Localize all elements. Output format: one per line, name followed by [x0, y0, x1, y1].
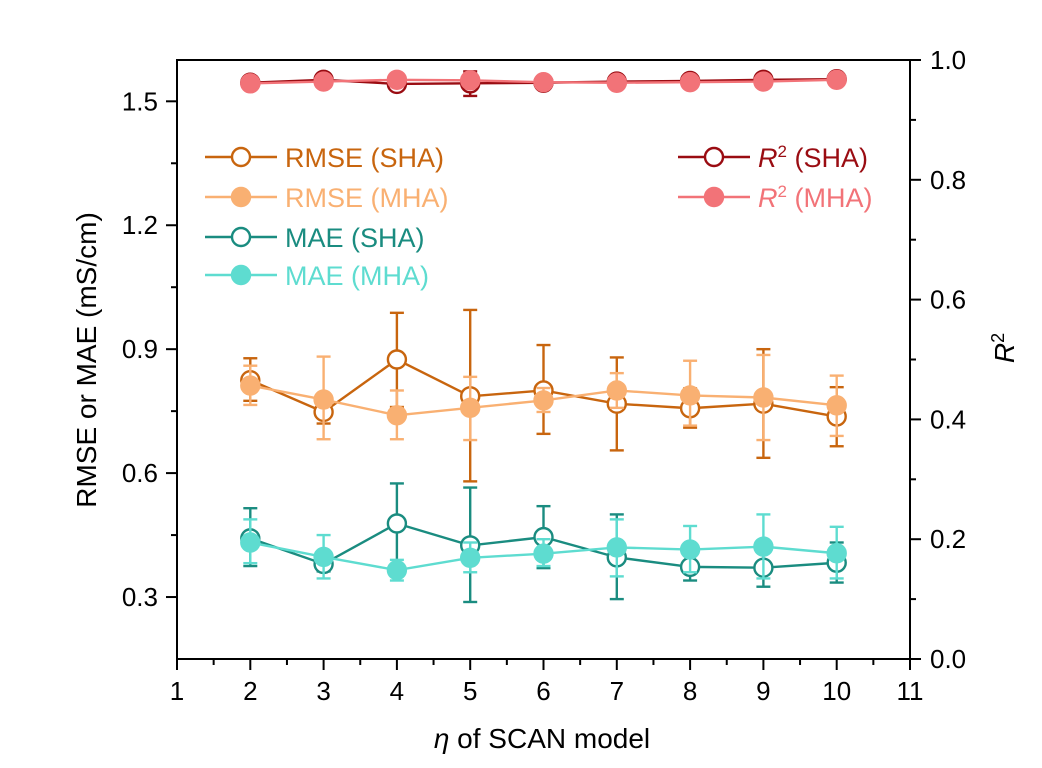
data-point	[313, 389, 334, 410]
legend-label: MAE (MHA)	[285, 261, 429, 291]
y-left-tick-label: 0.6	[122, 458, 158, 488]
legend-label-sup: 2	[778, 182, 787, 201]
legend-label-r: R	[758, 143, 778, 173]
legend-item: RMSE (MHA)	[205, 183, 449, 213]
legend-label-text: (SHA)	[787, 143, 868, 173]
legend-label-r: R	[758, 183, 778, 213]
data-point	[533, 71, 554, 93]
legend: RMSE (SHA)RMSE (MHA)MAE (SHA)MAE (MHA)R2…	[205, 142, 872, 291]
legend-item: R2 (SHA)	[678, 142, 868, 173]
data-point	[533, 390, 554, 411]
data-point	[826, 395, 847, 416]
legend-marker	[230, 146, 252, 168]
y-right-tick-label: 0.0	[930, 644, 966, 674]
data-point	[826, 69, 847, 90]
legend-label: RMSE (SHA)	[285, 143, 444, 173]
legend-marker	[703, 186, 725, 208]
data-point	[679, 539, 701, 560]
data-point	[460, 547, 481, 568]
x-tick-label: 6	[536, 676, 550, 706]
legend-item: RMSE (SHA)	[205, 143, 444, 173]
data-point	[753, 71, 774, 92]
data-point	[753, 387, 774, 408]
x-tick-label: 8	[683, 676, 697, 706]
y-left-tick-label: 0.9	[122, 334, 158, 364]
x-tick-label: 3	[316, 676, 330, 706]
legend-label: R2 (SHA)	[758, 142, 868, 173]
data-point	[679, 385, 701, 406]
y-left-tick-label: 0.3	[122, 582, 158, 612]
data-point	[240, 375, 261, 396]
data-point	[386, 559, 408, 581]
data-point	[606, 537, 627, 558]
data-point	[386, 405, 408, 426]
legend-marker	[703, 146, 725, 168]
y-left-axis-label: RMSE or MAE (mS/cm)	[71, 212, 102, 508]
data-point	[679, 71, 701, 93]
y-right-tick-label: 0.2	[930, 524, 966, 554]
y-left-tick-label: 1.2	[122, 210, 158, 240]
data-point	[606, 380, 627, 401]
x-tick-label: 2	[243, 676, 257, 706]
axis-ticks: 1 2 3 4 5 6 7 8 9 10 11 0.3 0.6 0.9 1.2 1.5 0.0 0.2 0.4 0.6…	[122, 45, 966, 706]
legend-item: R2 (MHA)	[678, 182, 872, 213]
x-tick-label: 5	[463, 676, 477, 706]
y-right-tick-label: 0.8	[930, 165, 966, 195]
legend-item: MAE (SHA)	[205, 223, 425, 253]
series-rmse-mha	[240, 353, 847, 442]
data-point	[460, 70, 481, 91]
legend-marker	[230, 264, 252, 286]
data-point	[753, 536, 774, 557]
legend-label: MAE (SHA)	[285, 223, 425, 253]
x-tick-label: 10	[822, 676, 851, 706]
legend-marker	[230, 186, 252, 208]
data-point	[606, 72, 627, 93]
legend-item: MAE (MHA)	[205, 261, 429, 291]
data-point	[826, 543, 847, 564]
x-tick-label: 1	[170, 676, 184, 706]
data-point	[313, 71, 334, 92]
data-point	[240, 73, 261, 94]
data-point	[386, 349, 408, 370]
x-tick-label: 7	[610, 676, 624, 706]
series-group	[240, 68, 847, 604]
legend-label: R2 (MHA)	[758, 182, 872, 213]
legend-marker	[230, 226, 252, 248]
y-right-tick-label: 0.6	[930, 285, 966, 315]
data-point	[240, 532, 261, 553]
data-point	[533, 543, 554, 564]
legend-label-text: (MHA)	[787, 183, 872, 213]
data-point	[386, 69, 408, 90]
data-point	[386, 513, 408, 534]
data-point	[313, 546, 334, 568]
y-right-axis-label: R2	[988, 333, 1020, 363]
x-tick-label: 9	[756, 676, 770, 706]
series-r2-mha	[240, 69, 847, 94]
legend-label-sup: 2	[778, 142, 787, 161]
x-tick-label: 4	[390, 676, 404, 706]
legend-label: RMSE (MHA)	[285, 183, 449, 213]
y-right-tick-label: 0.4	[930, 404, 966, 434]
y-right-tick-label: 1.0	[930, 45, 966, 75]
x-axis-label: η of SCAN model	[434, 723, 650, 754]
x-tick-label: 11	[897, 676, 924, 706]
series-mae-mha	[240, 513, 847, 582]
data-point	[460, 397, 481, 419]
y-left-tick-label: 1.5	[122, 86, 158, 116]
